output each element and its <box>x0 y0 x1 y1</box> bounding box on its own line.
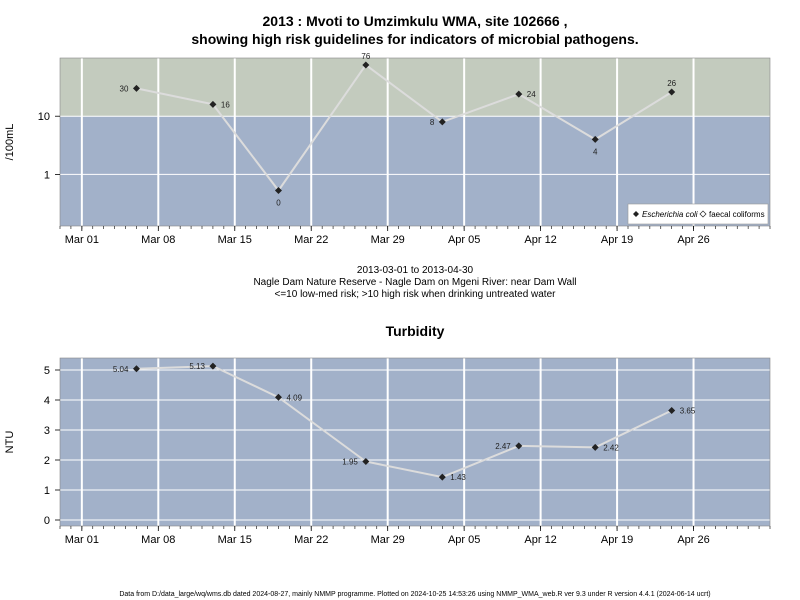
legend-label-ecoli: Escherichia coli <box>642 210 698 219</box>
y-axis-label: /100mL <box>4 124 16 161</box>
x-tick-label: Mar 22 <box>294 534 328 546</box>
y-tick-label: 0 <box>44 515 50 527</box>
caption-risk-guideline: <=10 low-med risk; >10 high risk when dr… <box>275 289 557 300</box>
plot-frame <box>59 357 771 527</box>
x-tick-label: Apr 12 <box>524 234 556 246</box>
x-tick-label: Mar 08 <box>141 234 175 246</box>
x-tick-label: Apr 12 <box>524 534 556 546</box>
data-point-label: 16 <box>221 100 230 109</box>
data-point-label: 26 <box>667 79 676 88</box>
legend-label-faecal: faecal coliforms <box>709 210 765 219</box>
data-point-marker <box>209 362 217 370</box>
y-tick-label: 4 <box>44 395 50 407</box>
y-tick-label: 5 <box>44 365 50 377</box>
y-tick-label: 1 <box>44 485 50 497</box>
data-point-label: 24 <box>527 90 536 99</box>
data-point-marker <box>668 88 676 96</box>
x-tick-label: Apr 19 <box>601 534 633 546</box>
series-line <box>136 63 673 193</box>
data-point-marker <box>362 458 370 465</box>
data-point-marker <box>668 407 676 414</box>
y-tick-label: 2 <box>44 455 50 467</box>
caption-site-name: Nagle Dam Nature Reserve - Nagle Dam on … <box>253 277 576 288</box>
x-tick-label: Apr 19 <box>601 234 633 246</box>
y-tick-label: 3 <box>44 425 50 437</box>
figure-title-line1: 2013 : Mvoti to Umzimkulu WMA, site 1026… <box>263 13 568 29</box>
data-point-label: 76 <box>361 52 370 61</box>
data-point-marker <box>362 61 370 69</box>
x-tick-label: Apr 05 <box>448 234 480 246</box>
data-point-marker <box>591 443 599 451</box>
data-point-marker <box>209 100 217 108</box>
data-point-label: 1.95 <box>342 458 358 467</box>
data-point-marker <box>438 118 446 126</box>
panel-title: Turbidity <box>386 323 445 339</box>
data-point-marker <box>591 135 599 143</box>
data-point-marker <box>438 473 446 481</box>
ecoli-chart-panel: Mar 01 Mar 08 Mar 15 Mar 22 Mar 29 Apr 05 Apr … <box>4 52 771 246</box>
x-tick-label: Apr 05 <box>448 534 480 546</box>
data-point-label: 2.42 <box>603 443 619 452</box>
footer-note: Data from D:/data_large/wq/wms.db dated … <box>119 591 710 598</box>
data-point-marker <box>274 186 282 194</box>
x-tick-label: Mar 15 <box>218 234 252 246</box>
data-point-marker <box>515 90 523 98</box>
x-tick-label: Mar 29 <box>371 234 405 246</box>
data-point-label: 5.13 <box>189 362 205 371</box>
x-tick-label: Mar 15 <box>218 534 252 546</box>
y-tick-label: 1 <box>44 169 50 181</box>
high-risk-band <box>60 58 770 117</box>
data-point-label: 3.65 <box>680 407 696 416</box>
y-axis-label: NTU <box>4 431 16 454</box>
x-tick-label: Apr 26 <box>677 234 709 246</box>
data-point-label: 4 <box>593 147 598 156</box>
x-tick-label: Mar 08 <box>141 534 175 546</box>
series-line <box>136 365 673 479</box>
turbidity-chart-panel: Mar 01 Mar 08 Mar 15 Mar 22 Mar 29 Apr 05 Apr … <box>4 323 771 546</box>
data-point-label: 1.43 <box>450 473 466 482</box>
data-point-marker <box>132 365 140 373</box>
legend-box <box>627 203 769 225</box>
x-tick-label: Apr 26 <box>677 534 709 546</box>
x-tick-label: Mar 22 <box>294 234 328 246</box>
x-tick-label: Mar 01 <box>65 534 99 546</box>
x-tick-label: Mar 29 <box>371 534 405 546</box>
figure-title-line2: showing high risk guidelines for indicat… <box>191 31 638 47</box>
plot-background <box>60 358 770 526</box>
data-point-label: 5.04 <box>113 365 129 374</box>
data-point-label: 4.09 <box>286 393 302 402</box>
x-tick-label: Mar 01 <box>65 234 99 246</box>
y-tick-label: 10 <box>38 111 50 123</box>
data-point-marker <box>515 442 523 450</box>
data-point-label: 0 <box>276 198 281 207</box>
plot-frame <box>59 57 771 227</box>
caption-date-range: 2013-03-01 to 2013-04-30 <box>357 265 474 276</box>
legend-marker-faecal <box>699 210 707 218</box>
data-point-marker <box>274 393 282 401</box>
data-point-label: 2.47 <box>495 442 511 451</box>
legend-marker-ecoli <box>633 211 639 217</box>
data-point-marker <box>132 84 140 92</box>
data-point-label: 30 <box>120 84 129 93</box>
data-point-label: 8 <box>430 118 435 127</box>
